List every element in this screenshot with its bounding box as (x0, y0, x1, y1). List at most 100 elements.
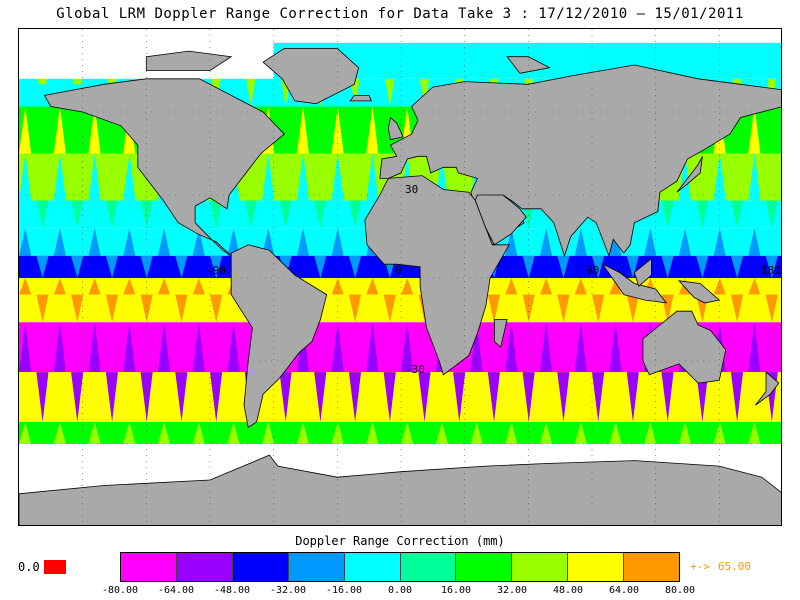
track-wedge (505, 322, 518, 373)
colorbar (120, 552, 680, 582)
track-wedge (88, 153, 101, 201)
track-wedge (661, 372, 674, 422)
land-polygon (677, 280, 721, 304)
track-wedge (748, 278, 761, 295)
grid-label: 90 (586, 264, 599, 277)
colorbar-segment (121, 553, 177, 581)
track-wedge (748, 106, 761, 154)
track-wedge (713, 278, 726, 295)
track-wedge (192, 421, 205, 444)
track-wedge (730, 294, 744, 323)
track-wedge (19, 153, 32, 201)
grid-label: 0 (395, 264, 402, 277)
colorbar-segment (344, 553, 401, 581)
track-wedge (19, 322, 32, 373)
track-wedge (539, 322, 553, 373)
track-wedge (696, 255, 709, 278)
track-wedge (71, 200, 84, 229)
track-wedge (418, 372, 431, 422)
track-wedge (36, 294, 49, 323)
track-wedge (539, 421, 553, 444)
band-background (19, 255, 781, 278)
colorbar-ticks: -80.00 -64.00 -48.00 -32.00 -16.00 0.00 16.00 3… (102, 585, 695, 599)
track-wedge (366, 278, 379, 295)
nodata-swatch (43, 560, 66, 574)
track-wedge (19, 106, 32, 154)
track-wedge (88, 106, 101, 154)
track-wedge (279, 200, 292, 229)
colorbar-segment (512, 553, 569, 581)
track-wedge (192, 278, 205, 295)
track-wedge (626, 372, 639, 422)
track-wedge (557, 294, 570, 323)
track-wedge (71, 255, 84, 278)
track-wedge (105, 372, 118, 422)
colorbar-segment (232, 553, 289, 581)
colorbar-tick-label: -80.00 (101, 585, 139, 596)
colorbar-tick-label: -16.00 (325, 585, 363, 596)
track-wedge (401, 322, 414, 373)
track-wedge (678, 421, 691, 444)
track-wedge (609, 322, 622, 373)
track-wedge (331, 278, 344, 295)
track-wedge (366, 106, 379, 154)
track-wedge (53, 322, 66, 373)
track-wedge (140, 200, 153, 229)
track-wedge (522, 372, 535, 422)
land-polygon (43, 78, 285, 257)
track-wedge (348, 200, 362, 229)
track-wedge (730, 255, 744, 278)
track-wedge (123, 322, 136, 373)
track-wedge (696, 372, 709, 422)
track-wedge (765, 255, 778, 278)
track-wedge (383, 70, 396, 107)
land-polygon (601, 263, 668, 304)
overflow-legend: +-> 65.00 (690, 560, 751, 573)
track-wedge (88, 278, 101, 295)
track-wedge (539, 228, 553, 256)
track-wedge (678, 228, 691, 256)
track-wedge (123, 278, 136, 295)
track-wedge (157, 228, 171, 256)
track-wedge (53, 278, 66, 295)
track-wedge (574, 278, 587, 295)
track-wedge (696, 200, 709, 229)
colorbar-tick-label: 16.00 (440, 585, 472, 596)
track-wedge (123, 153, 136, 201)
map-canvas: 30 -30 -90 0 90 180 (19, 29, 781, 525)
track-wedge (296, 153, 309, 201)
track-wedge (574, 228, 587, 256)
track-wedge (210, 372, 223, 422)
colorbar-segment (456, 553, 513, 581)
track-wedge (279, 372, 292, 422)
track-wedge (470, 421, 483, 444)
colorbar-segment (624, 553, 680, 581)
graticule (19, 29, 781, 525)
colorbar-segment (400, 553, 457, 581)
nodata-legend: 0.0 (18, 560, 66, 574)
track-wedge (401, 278, 414, 295)
grid-label: 180 (761, 264, 781, 277)
land-polygon (493, 319, 508, 348)
track-wedge (644, 421, 657, 444)
track-wedge (210, 294, 223, 323)
track-wedge (435, 421, 448, 444)
colorbar-tick-label: -48.00 (213, 585, 251, 596)
track-wedge (314, 372, 327, 422)
track-wedge (609, 421, 622, 444)
grid-label: -30 (405, 363, 425, 376)
track-wedge (140, 372, 153, 422)
track-wedge (140, 294, 153, 323)
track-wedge (609, 278, 622, 295)
nodata-label: 0.0 (18, 560, 40, 574)
track-wedge (262, 153, 275, 201)
track-wedge (713, 228, 726, 256)
track-wedge (105, 294, 118, 323)
track-wedge (626, 294, 639, 323)
track-wedge (383, 294, 396, 323)
track-wedge (505, 421, 518, 444)
track-wedge (296, 106, 309, 154)
track-wedge (730, 200, 744, 229)
track-wedge (748, 421, 761, 444)
land-polygon (474, 194, 527, 246)
